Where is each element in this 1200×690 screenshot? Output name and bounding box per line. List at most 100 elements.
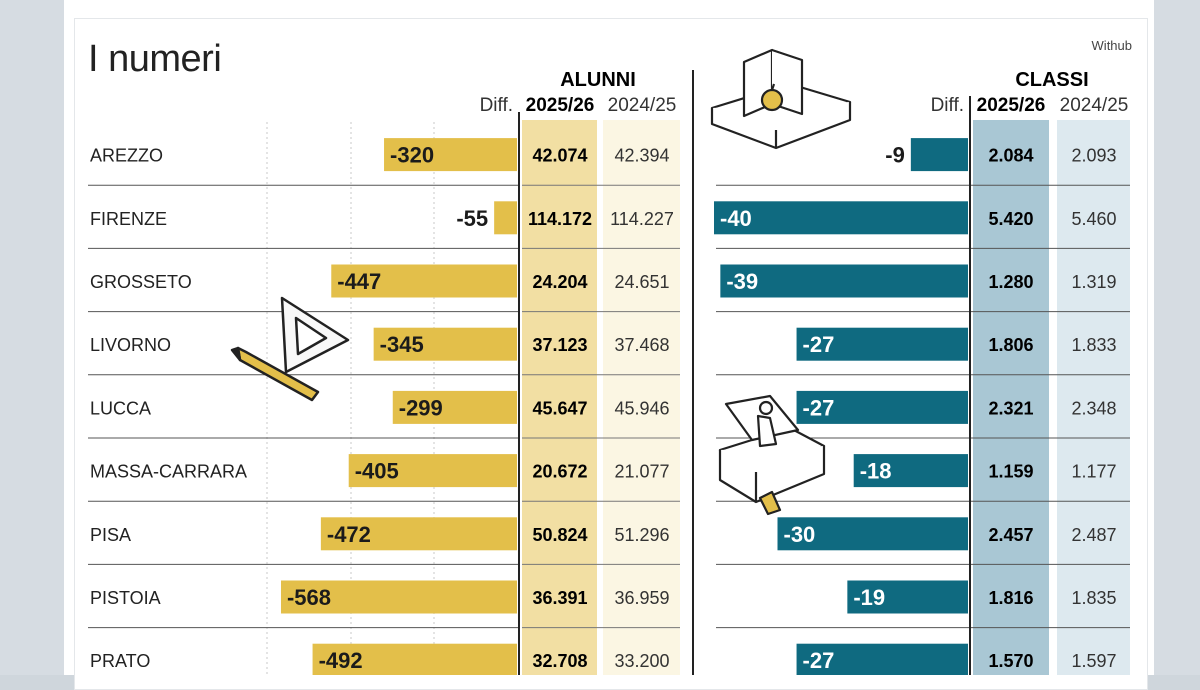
alunni-previous-value: 45.946	[614, 398, 669, 418]
alunni-previous-column-bg	[603, 120, 680, 675]
alunni-current-value: 50.824	[532, 525, 587, 545]
reading-student-icon	[718, 394, 826, 516]
classi-current-value: 2.321	[988, 398, 1033, 418]
province-label: LUCCA	[90, 398, 151, 418]
province-label: MASSA-CARRARA	[90, 462, 247, 482]
alunni-diff-label: -492	[319, 648, 363, 673]
classi-current-value: 1.159	[988, 462, 1033, 482]
book-apple-icon	[710, 48, 852, 150]
classi-current-value: 1.570	[988, 651, 1033, 671]
alunni-previous-header: 2024/25	[608, 95, 677, 116]
classi-previous-value: 1.835	[1071, 588, 1116, 608]
alunni-diff-bar	[331, 264, 517, 298]
classi-diff-bar	[796, 643, 968, 675]
classi-current-value: 1.806	[988, 335, 1033, 355]
classi-current-value: 2.457	[988, 525, 1033, 545]
alunni-diff-bar	[384, 138, 517, 172]
alunni-current-value: 24.204	[532, 272, 587, 292]
alunni-current-value: 36.391	[532, 588, 587, 608]
classi-diff-label: -27	[803, 332, 835, 357]
province-label: AREZZO	[90, 146, 163, 166]
right-margin	[1154, 0, 1200, 675]
alunni-previous-value: 21.077	[614, 462, 669, 482]
classi-diff-label: -27	[803, 395, 835, 420]
bars	[280, 138, 968, 675]
alunni-diff-label: -568	[287, 585, 331, 610]
alunni-previous-value: 51.296	[614, 525, 669, 545]
province-label: FIRENZE	[90, 209, 167, 229]
classi-diff-label: -40	[720, 206, 752, 231]
alunni-diff-label: -447	[337, 269, 381, 294]
alunni-current-value: 20.672	[532, 462, 587, 482]
classi-diff-label: -27	[803, 648, 835, 673]
province-label: GROSSETO	[90, 272, 192, 292]
alunni-current-value: 37.123	[532, 335, 587, 355]
classi-previous-header: 2024/25	[1060, 95, 1129, 116]
alunni-diff-label: -55	[456, 206, 488, 231]
alunni-previous-value: 33.200	[614, 651, 669, 671]
classi-current-header: 2025/26	[977, 95, 1046, 116]
classi-diff-bar	[853, 454, 968, 488]
alunni-current-value: 45.647	[532, 398, 587, 418]
classi-diff-bar	[714, 201, 968, 235]
alunni-diff-header: Diff.	[480, 95, 513, 116]
classi-diff-bar	[796, 327, 968, 361]
column-backgrounds	[522, 120, 1130, 675]
classi-current-column-bg	[973, 120, 1049, 675]
classi-diff-label: -18	[860, 459, 892, 484]
page-title: I numeri	[88, 38, 222, 80]
alunni-current-value: 42.074	[532, 146, 587, 166]
classi-diff-label: -9	[885, 143, 905, 168]
alunni-diff-label: -299	[399, 395, 443, 420]
alunni-diff-label: -472	[327, 522, 371, 547]
alunni-previous-value: 36.959	[614, 588, 669, 608]
classi-diff-bar	[847, 580, 968, 614]
stacked-comparison-chart: ALUNNI Diff. 2025/26 2024/25 CLASSI Diff. 2025…	[88, 48, 1130, 675]
alunni-diff-label: -405	[355, 459, 399, 484]
classi-previous-value: 1.319	[1071, 272, 1116, 292]
classi-current-value: 2.084	[988, 146, 1033, 166]
classi-previous-value: 2.093	[1071, 146, 1116, 166]
alunni-current-value: 32.708	[532, 651, 587, 671]
classi-previous-value: 2.348	[1071, 398, 1116, 418]
source-credit: Withub	[1091, 38, 1132, 53]
classi-diff-label: -19	[853, 585, 885, 610]
classi-previous-value: 2.487	[1071, 525, 1116, 545]
province-label: PISA	[90, 525, 131, 545]
classi-diff-bar	[910, 138, 968, 172]
alunni-current-column-bg	[522, 120, 597, 675]
alunni-header: ALUNNI	[560, 69, 636, 91]
classi-previous-value: 1.597	[1071, 651, 1116, 671]
alunni-previous-value: 37.468	[614, 335, 669, 355]
alunni-diff-bar	[392, 390, 517, 424]
classi-current-value: 1.816	[988, 588, 1033, 608]
classi-current-value: 5.420	[988, 209, 1033, 229]
alunni-diff-bar	[312, 643, 517, 675]
gridlines	[88, 70, 1130, 675]
alunni-current-header: 2025/26	[526, 95, 595, 116]
classi-previous-value: 5.460	[1071, 209, 1116, 229]
classi-previous-value: 1.177	[1071, 462, 1116, 482]
alunni-previous-value: 42.394	[614, 146, 669, 166]
province-label: PISTOIA	[90, 588, 161, 608]
alunni-diff-bar	[348, 454, 517, 488]
classi-diff-bar	[796, 390, 968, 424]
labels: ALUNNI Diff. 2025/26 2024/25 CLASSI Diff. 2025…	[90, 69, 1128, 673]
alunni-diff-bar	[494, 201, 517, 235]
classi-diff-header: Diff.	[931, 95, 964, 116]
classi-current-value: 1.280	[988, 272, 1033, 292]
classi-previous-value: 1.833	[1071, 335, 1116, 355]
alunni-diff-label: -345	[380, 332, 424, 357]
alunni-diff-bar	[320, 517, 517, 551]
left-margin	[0, 0, 64, 675]
province-label: PRATO	[90, 651, 150, 671]
classi-header: CLASSI	[1015, 69, 1088, 91]
alunni-diff-bar	[373, 327, 517, 361]
alunni-current-value: 114.172	[528, 209, 592, 229]
classi-previous-column-bg	[1057, 120, 1130, 675]
province-label: LIVORNO	[90, 335, 171, 355]
alunni-diff-bar	[280, 580, 517, 614]
alunni-previous-value: 24.651	[614, 272, 669, 292]
classi-diff-label: -39	[726, 269, 758, 294]
pencil-triangle-icon	[230, 296, 350, 402]
